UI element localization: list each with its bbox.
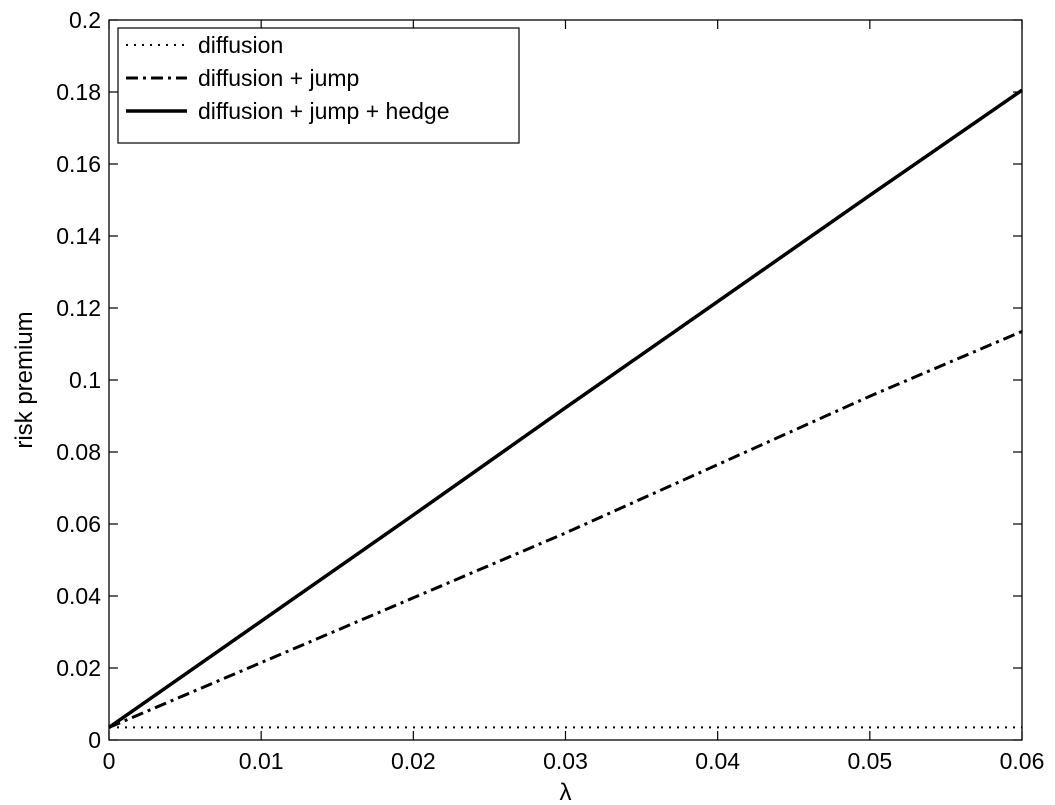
y-tick-label: 0.02 [56,655,101,681]
y-tick-label: 0 [88,727,101,753]
y-axis-label: risk premium [11,311,38,448]
x-tick-label: 0.05 [847,748,892,774]
y-tick-label: 0.16 [56,151,101,177]
legend-label: diffusion + jump + hedge [198,98,449,124]
legend-label: diffusion + jump [198,65,359,91]
series-layer [107,88,1023,729]
x-tick-label: 0.04 [695,748,740,774]
x-axis-label: λ [560,779,572,805]
legend-label: diffusion [198,32,283,58]
y-tick-label: 0.1 [69,367,101,393]
x-tick-label: 0.06 [1000,748,1045,774]
x-tick-label: 0 [103,748,116,774]
x-tick-label: 0.03 [543,748,588,774]
y-tick-label: 0.18 [56,79,101,105]
y-tick-label: 0.12 [56,295,101,321]
tick-layer: 0 0.01 0.02 0.03 0.04 0.05 0.06 0 0.02 0.04 0.06 0.… [56,7,1044,774]
y-tick-label: 0.14 [56,223,101,249]
y-tick-label: 0.08 [56,439,101,465]
x-tick-label: 0.01 [239,748,284,774]
legend-box [117,27,520,144]
x-tick-label: 0.02 [391,748,436,774]
legend: diffusion diffusion + jump diffusion + jum… [117,27,520,144]
series-line-diffusion-jump [108,330,1023,729]
series-line-diffusion-jump-hedge [107,88,1023,729]
y-tick-label: 0.06 [56,511,101,537]
y-tick-label: 0.04 [56,583,101,609]
y-tick-label: 0.2 [69,7,101,33]
